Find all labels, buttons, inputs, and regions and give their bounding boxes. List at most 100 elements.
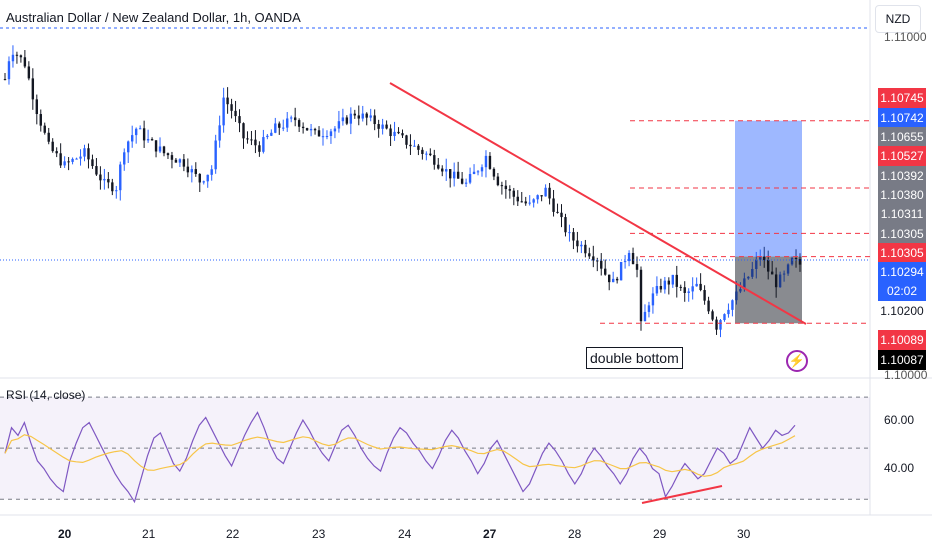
candle-body xyxy=(278,123,281,128)
candle-body xyxy=(71,158,74,162)
candle-body xyxy=(305,128,309,131)
candle-body xyxy=(472,171,476,175)
candle-body xyxy=(560,212,563,218)
candle-body xyxy=(47,132,50,142)
candle-body xyxy=(600,260,603,269)
candle-body xyxy=(699,283,702,291)
candle-body xyxy=(270,132,273,136)
time-axis-label: 22 xyxy=(226,527,240,541)
candle-body xyxy=(421,149,424,154)
candle-body xyxy=(576,240,579,247)
lightning-icon[interactable]: ⚡ xyxy=(786,350,808,372)
candle-body xyxy=(727,309,730,315)
candle-body xyxy=(663,280,667,290)
candle-body xyxy=(584,244,587,254)
candle-body xyxy=(524,201,527,204)
candle-body xyxy=(683,287,686,293)
candle-body xyxy=(449,169,452,179)
candle-body xyxy=(337,121,341,129)
price-badge: 1.10527 xyxy=(878,146,926,166)
price-badge: 1.10087 xyxy=(878,350,926,370)
candle-body xyxy=(532,199,535,203)
candle-body xyxy=(464,182,468,184)
candle-body xyxy=(615,278,619,281)
price-badge: 1.10305 xyxy=(878,243,926,263)
price-badge: 1.10742 xyxy=(878,108,926,128)
candle-body xyxy=(162,146,166,154)
candle-body xyxy=(731,300,734,310)
candle-body xyxy=(119,164,122,191)
candle-body xyxy=(198,173,201,183)
rsi-indicator-label[interactable]: RSI (14, close) xyxy=(6,388,86,402)
candle-body xyxy=(480,167,484,172)
candle-body xyxy=(468,174,472,183)
candle-body xyxy=(401,133,404,136)
candle-body xyxy=(361,113,364,119)
trendline xyxy=(389,82,807,325)
candle-body xyxy=(540,195,543,197)
candle-body xyxy=(433,155,436,165)
candle-body xyxy=(194,169,197,174)
candle-body xyxy=(580,244,583,247)
candle-body xyxy=(504,185,508,190)
candle-body xyxy=(639,269,643,322)
candle-body xyxy=(397,131,400,134)
candle-body xyxy=(687,291,690,293)
time-axis-label: 30 xyxy=(737,527,751,541)
candle-body xyxy=(719,320,722,330)
candle-body xyxy=(182,159,186,167)
candle-body xyxy=(552,198,555,212)
candle-body xyxy=(492,168,496,177)
candle-body xyxy=(218,125,221,141)
candle-body xyxy=(389,128,392,137)
candle-body xyxy=(325,136,329,138)
candle-body xyxy=(707,300,710,312)
candle-body xyxy=(528,202,531,204)
candle-body xyxy=(258,145,261,152)
candle-body xyxy=(313,128,317,131)
time-axis-label: 23 xyxy=(312,527,326,541)
candle-body xyxy=(146,139,150,141)
candle-body xyxy=(508,189,512,191)
time-axis-label: 29 xyxy=(653,527,667,541)
candle-body xyxy=(11,54,15,62)
candle-body xyxy=(536,195,539,200)
candle-body xyxy=(329,131,333,137)
candle-body xyxy=(234,110,237,117)
candle-body xyxy=(623,261,627,263)
price-badge: 1.10655 xyxy=(878,127,926,147)
candle-body xyxy=(695,283,698,287)
candle-body xyxy=(425,153,428,155)
candle-body xyxy=(317,130,321,137)
candle-body xyxy=(210,169,213,175)
candle-body xyxy=(51,141,54,152)
candle-body xyxy=(166,153,170,156)
price-badge: 1.10380 xyxy=(878,185,926,205)
candle-body xyxy=(83,148,86,157)
candle-body xyxy=(115,190,118,192)
candle-body xyxy=(290,117,293,119)
candle-body xyxy=(441,168,444,172)
candle-body xyxy=(254,139,257,146)
price-badge: 1.10392 xyxy=(878,166,926,186)
candle-body xyxy=(476,171,480,173)
candle-body xyxy=(460,178,464,184)
candle-body xyxy=(496,176,500,186)
candle-body xyxy=(333,128,337,132)
candle-body xyxy=(417,145,420,150)
candle-body xyxy=(87,148,90,160)
time-axis-label: 27 xyxy=(483,527,497,541)
candle-body xyxy=(286,118,289,128)
candle-body xyxy=(667,280,671,285)
candle-body xyxy=(154,140,158,152)
candle-body xyxy=(55,151,58,154)
candle-body xyxy=(230,104,233,111)
candle-body xyxy=(309,128,313,131)
candle-body xyxy=(79,156,82,159)
currency-button[interactable]: NZD xyxy=(875,5,921,33)
candle-body xyxy=(138,128,142,130)
candle-body xyxy=(127,141,130,153)
candle-body xyxy=(31,78,35,100)
rsi-divergence-line xyxy=(641,485,723,504)
